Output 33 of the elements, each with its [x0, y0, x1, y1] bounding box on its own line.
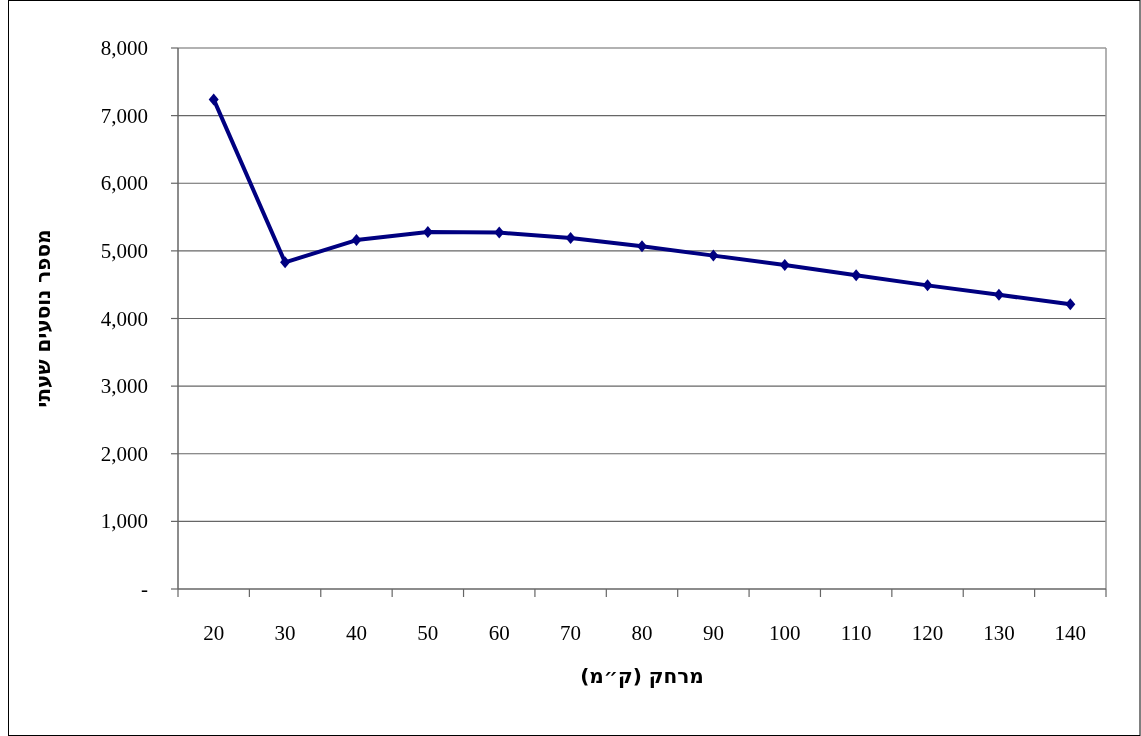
x-tick-label: 60 [488, 621, 510, 645]
y-tick-label: 2,000 [100, 441, 148, 466]
x-tick-label: 100 [769, 621, 801, 645]
y-tick-label: 6,000 [100, 171, 148, 196]
y-tick-label: 1,000 [100, 509, 148, 534]
x-tick-label: 20 [203, 621, 225, 645]
point [280, 256, 291, 269]
x-tick-label: 40 [345, 621, 367, 645]
point [208, 93, 219, 106]
y-tick-label: 8,000 [100, 36, 148, 60]
point [637, 240, 647, 253]
x-axis-title: מרחק (ק״מ) [580, 664, 704, 688]
point [565, 232, 576, 245]
point [779, 259, 790, 272]
y-tick-label: 7,000 [100, 103, 148, 128]
x-tick-label: 50 [417, 621, 439, 645]
x-tick-label: 120 [911, 621, 944, 645]
y-tick-label: 4,000 [100, 306, 148, 331]
y-tick-label: - [141, 577, 148, 601]
y-tick-label: 3,000 [100, 374, 148, 399]
point [351, 234, 362, 247]
x-tick-label: 110 [840, 621, 872, 645]
x-tick-label: 130 [983, 621, 1015, 645]
x-tick-label: 70 [560, 621, 582, 645]
x-tick-label: 80 [631, 621, 653, 645]
point [1065, 298, 1076, 311]
point [922, 279, 933, 292]
x-tick-label: 140 [1054, 621, 1087, 645]
x-tick-label: 90 [702, 621, 724, 645]
y-tick-label: 5,000 [100, 238, 148, 263]
point [708, 249, 719, 262]
x-tick-label: 30 [274, 621, 296, 645]
y-axis-title: מספר נוסעים שעתי [31, 229, 55, 408]
